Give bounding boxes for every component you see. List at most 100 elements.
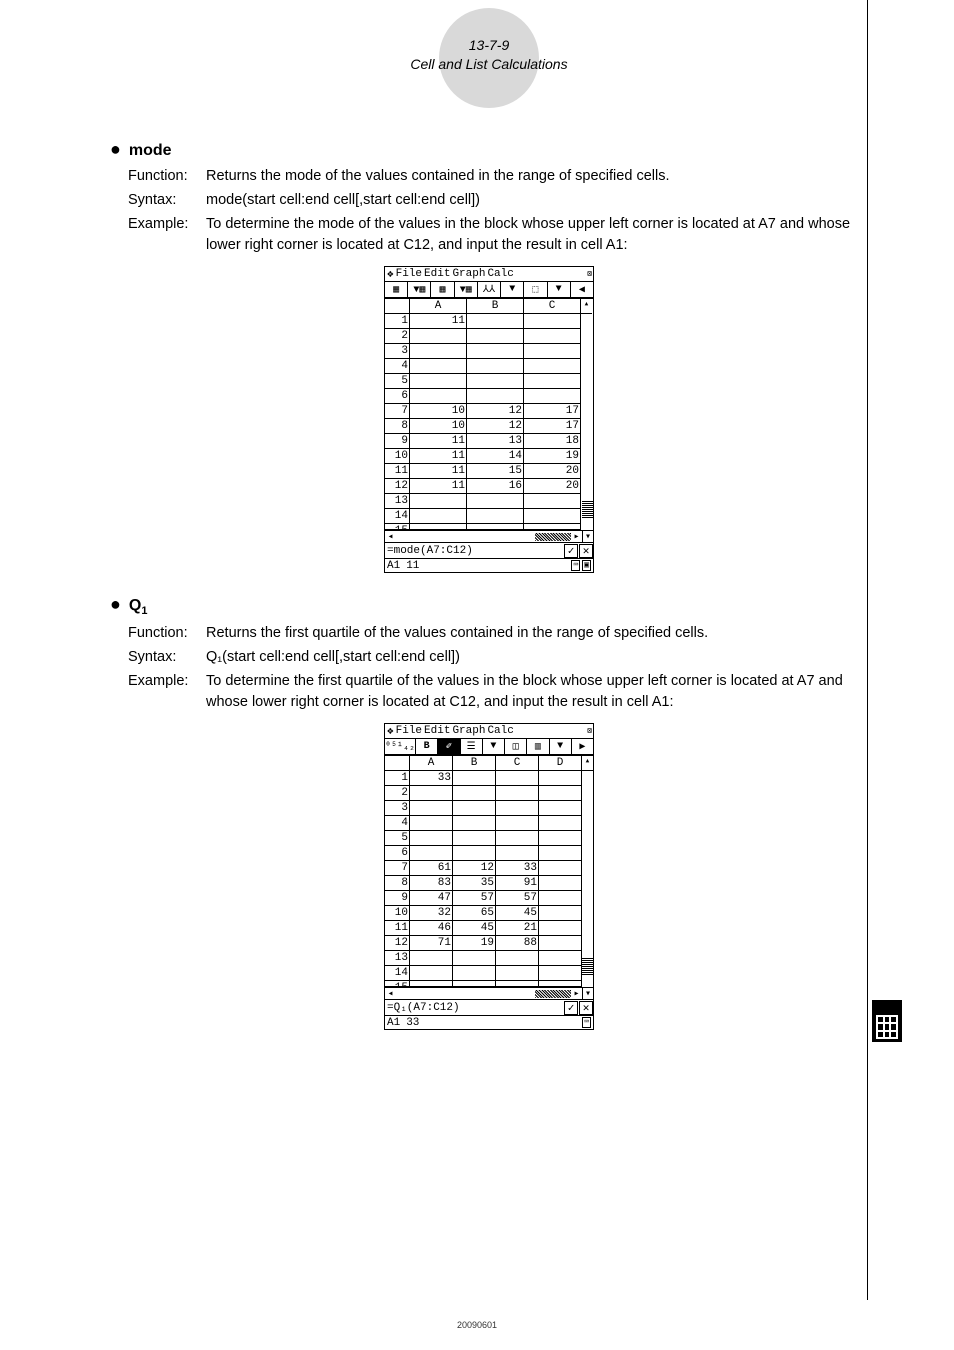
- cell[interactable]: 21: [496, 921, 539, 936]
- cell[interactable]: 33: [496, 861, 539, 876]
- cell[interactable]: [410, 374, 467, 389]
- menu-item[interactable]: ❖: [387, 724, 394, 738]
- cell[interactable]: 17: [524, 419, 581, 434]
- cell[interactable]: [453, 771, 496, 786]
- column-header[interactable]: A: [410, 299, 467, 314]
- column-header[interactable]: A: [410, 756, 453, 771]
- cell[interactable]: 12: [467, 419, 524, 434]
- toolbar-button[interactable]: ⁰⁵¹₄₂: [385, 739, 416, 754]
- toolbar-button[interactable]: ▼▦: [408, 282, 431, 297]
- cell[interactable]: 14: [467, 449, 524, 464]
- cell[interactable]: [539, 876, 582, 891]
- cell[interactable]: [539, 846, 582, 861]
- cell[interactable]: [539, 921, 582, 936]
- cell[interactable]: 19: [453, 936, 496, 951]
- cell[interactable]: [496, 816, 539, 831]
- toolbar-button[interactable]: ▼: [501, 282, 524, 297]
- cell[interactable]: [539, 771, 582, 786]
- row-header[interactable]: 13: [385, 494, 410, 509]
- toolbar-button[interactable]: ▼: [548, 282, 571, 297]
- toolbar-button[interactable]: ☰: [461, 739, 483, 754]
- cell[interactable]: [467, 374, 524, 389]
- cell[interactable]: [496, 966, 539, 981]
- column-header[interactable]: B: [467, 299, 524, 314]
- cell[interactable]: 57: [453, 891, 496, 906]
- horizontal-scrollbar[interactable]: ◂▸▾: [385, 987, 593, 999]
- toolbar-button[interactable]: ▦: [385, 282, 408, 297]
- cell[interactable]: 11: [410, 464, 467, 479]
- cell[interactable]: [410, 786, 453, 801]
- confirm-icon[interactable]: ✓: [564, 1001, 578, 1015]
- menu-item[interactable]: Edit: [424, 725, 450, 737]
- cell[interactable]: [467, 509, 524, 524]
- cell[interactable]: [453, 786, 496, 801]
- cell[interactable]: 45: [453, 921, 496, 936]
- close-icon[interactable]: ⊠: [587, 726, 591, 736]
- cell[interactable]: [496, 786, 539, 801]
- cell[interactable]: [524, 344, 581, 359]
- cell[interactable]: 13: [467, 434, 524, 449]
- cell[interactable]: 32: [410, 906, 453, 921]
- toolbar-button[interactable]: ▥: [527, 739, 549, 754]
- row-header[interactable]: 3: [385, 344, 410, 359]
- row-header[interactable]: 5: [385, 374, 410, 389]
- column-header[interactable]: B: [453, 756, 496, 771]
- row-header[interactable]: 9: [385, 891, 410, 906]
- cell[interactable]: [467, 494, 524, 509]
- cell[interactable]: [410, 846, 453, 861]
- cell[interactable]: [467, 329, 524, 344]
- toolbar-button[interactable]: B: [416, 739, 438, 754]
- cell[interactable]: [467, 389, 524, 404]
- cell[interactable]: [539, 831, 582, 846]
- cell[interactable]: [524, 359, 581, 374]
- row-header[interactable]: 13: [385, 951, 410, 966]
- cell[interactable]: 35: [453, 876, 496, 891]
- row-header[interactable]: 11: [385, 464, 410, 479]
- close-icon[interactable]: ⊠: [587, 269, 591, 279]
- cell[interactable]: [410, 359, 467, 374]
- cell[interactable]: 10: [410, 419, 467, 434]
- vertical-scrollbar[interactable]: [582, 957, 593, 975]
- cancel-icon[interactable]: ✕: [579, 1001, 593, 1015]
- row-header[interactable]: 5: [385, 831, 410, 846]
- toolbar-button[interactable]: ✐: [438, 739, 460, 754]
- row-header[interactable]: 6: [385, 846, 410, 861]
- cell[interactable]: 18: [524, 434, 581, 449]
- row-header[interactable]: 10: [385, 449, 410, 464]
- cell[interactable]: [410, 966, 453, 981]
- cell[interactable]: [410, 951, 453, 966]
- cell[interactable]: [410, 831, 453, 846]
- toolbar-button[interactable]: ▼▦: [455, 282, 478, 297]
- cell[interactable]: [539, 816, 582, 831]
- column-header[interactable]: C: [524, 299, 581, 314]
- toolbar-button[interactable]: ◫: [505, 739, 527, 754]
- row-header[interactable]: 6: [385, 389, 410, 404]
- toolbar-button[interactable]: ▼: [550, 739, 572, 754]
- cell[interactable]: [539, 861, 582, 876]
- cell[interactable]: [410, 344, 467, 359]
- row-header[interactable]: 2: [385, 786, 410, 801]
- menu-item[interactable]: Calc: [487, 725, 513, 737]
- cell[interactable]: [410, 494, 467, 509]
- formula-bar[interactable]: =Q₁(A7:C12)✓✕: [385, 999, 593, 1015]
- menu-item[interactable]: ❖: [387, 267, 394, 281]
- cell[interactable]: [539, 951, 582, 966]
- row-header[interactable]: 14: [385, 509, 410, 524]
- confirm-icon[interactable]: ✓: [564, 544, 578, 558]
- cell[interactable]: [539, 801, 582, 816]
- row-header[interactable]: 11: [385, 921, 410, 936]
- cell[interactable]: 33: [410, 771, 453, 786]
- cell[interactable]: [496, 771, 539, 786]
- cell[interactable]: 46: [410, 921, 453, 936]
- cell[interactable]: [453, 801, 496, 816]
- toolbar-button[interactable]: ⬚: [524, 282, 547, 297]
- row-header[interactable]: 8: [385, 419, 410, 434]
- column-header[interactable]: C: [496, 756, 539, 771]
- cancel-icon[interactable]: ✕: [579, 544, 593, 558]
- cell[interactable]: [539, 906, 582, 921]
- column-header[interactable]: D: [539, 756, 582, 771]
- cell[interactable]: [524, 494, 581, 509]
- row-header[interactable]: 12: [385, 936, 410, 951]
- cell[interactable]: [453, 831, 496, 846]
- cell[interactable]: [453, 816, 496, 831]
